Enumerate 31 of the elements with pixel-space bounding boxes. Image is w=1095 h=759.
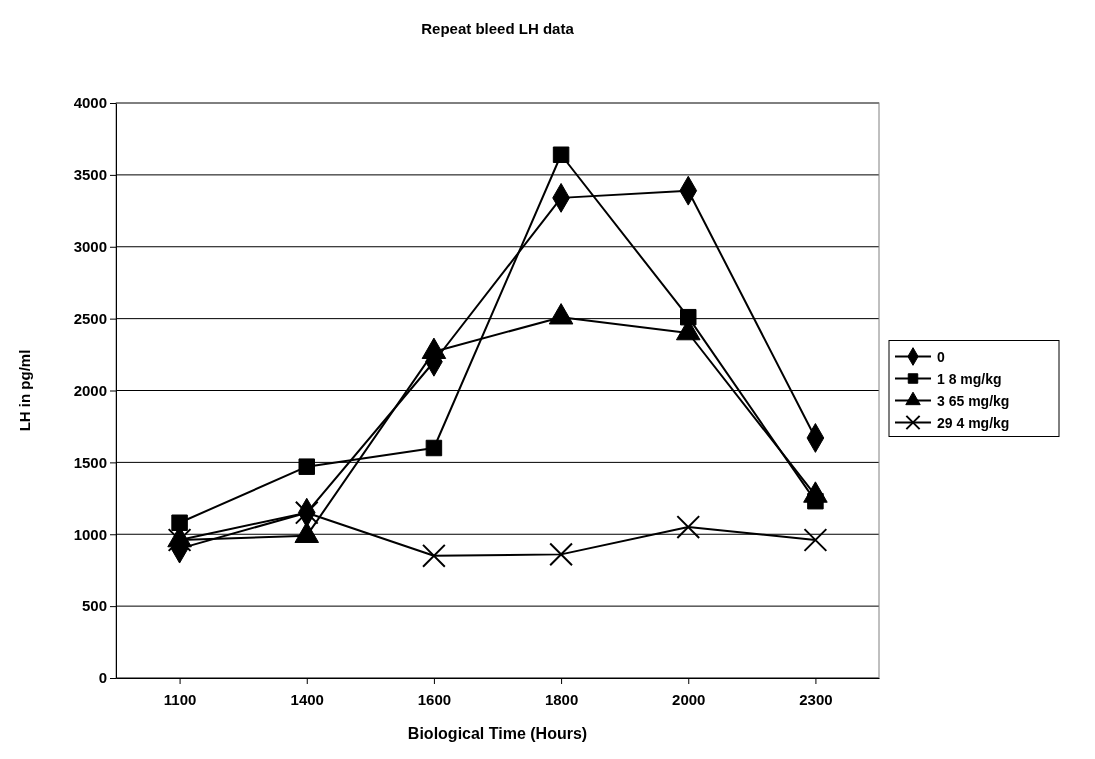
- point: [422, 543, 446, 568]
- x-axis-title: Biological Time (Hours): [407, 725, 588, 742]
- point: [680, 308, 697, 326]
- chart-title: Repeat bleed LH data: [421, 20, 575, 37]
- point: [171, 514, 188, 531]
- x-tick-label: 1400: [290, 691, 324, 708]
- point: [298, 458, 315, 475]
- legend-label: 0: [937, 348, 945, 365]
- y-tick-label: 0: [98, 669, 107, 687]
- x-tick-label: 1100: [163, 691, 197, 708]
- legend-label: 3 65 mg/kg: [937, 392, 1010, 409]
- point: [549, 542, 573, 567]
- point: [676, 515, 701, 539]
- x-tick-label: 2000: [672, 691, 706, 708]
- point: [803, 528, 828, 552]
- point: [425, 439, 443, 457]
- point: [552, 146, 570, 163]
- y-tick-label: 2500: [73, 309, 107, 327]
- y-tick-label: 3500: [73, 166, 107, 184]
- x-tick-label: 2300: [799, 691, 833, 708]
- y-tick-label: 2000: [73, 381, 107, 399]
- x-tick-label: 1800: [544, 691, 579, 708]
- y-tick-label: 500: [81, 597, 107, 615]
- y-tick-label: 3000: [73, 238, 107, 256]
- legend-label: 1 8 mg/kg: [937, 370, 1002, 387]
- y-tick-label: 4000: [73, 94, 107, 112]
- legend-label: 29 4 mg/kg: [937, 414, 1010, 431]
- y-tick-label: 1500: [73, 453, 107, 471]
- x-tick-label: 1600: [417, 691, 452, 708]
- y-tick-label: 1000: [73, 525, 107, 543]
- y-axis-title: LH in pg/ml: [16, 349, 33, 432]
